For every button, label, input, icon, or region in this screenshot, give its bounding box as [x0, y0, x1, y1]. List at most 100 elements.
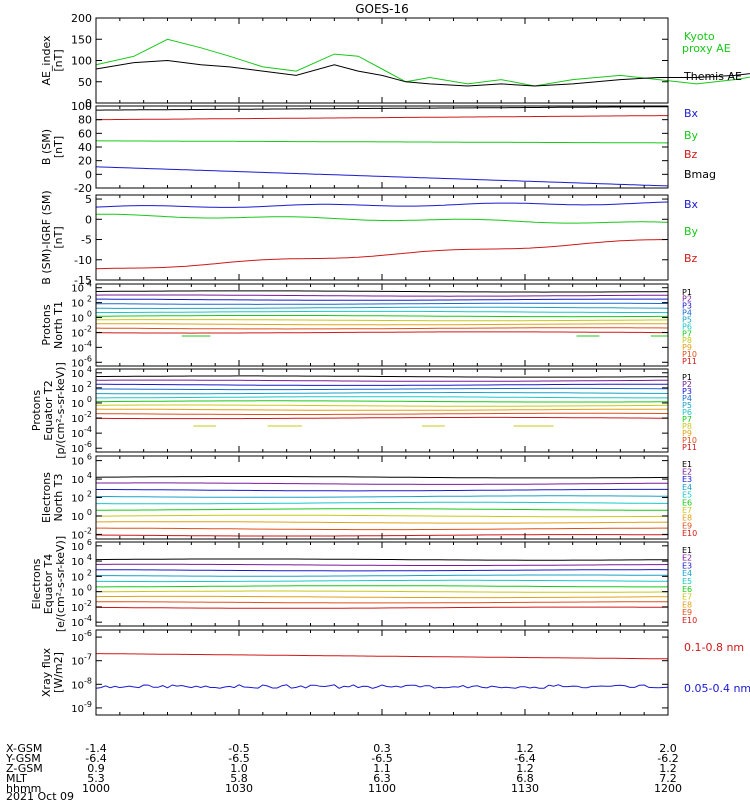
series-line [96, 653, 668, 660]
legend-item: P8 [682, 422, 692, 431]
series-line [96, 501, 668, 505]
series-line [96, 579, 669, 583]
footer-value: 1030 [225, 782, 253, 795]
footer-value: 1.2 [516, 762, 534, 775]
series-line [96, 569, 669, 572]
legend-item: Bx [684, 198, 699, 211]
panel-3: 5 0 -5 -10 -15 Bx By Bz B (SM)-IGRF (SM) [nT] [40, 190, 699, 287]
legend-item: E3 [682, 475, 692, 484]
series-line [96, 302, 668, 305]
footer-value: 1.2 [516, 742, 534, 755]
panel-frame [95, 629, 669, 716]
legend-item: P2 [682, 295, 692, 304]
series-line [95, 319, 669, 322]
y-tick-exponent: -2 [84, 324, 92, 333]
legend-item: P4 [682, 309, 692, 318]
legend-item: P8 [682, 336, 692, 345]
chart-title: GOES-16 [355, 2, 409, 16]
y-tick-exponent: 2 [87, 380, 92, 389]
y-tick-label: 10 [71, 657, 84, 668]
y-axis-label: B (SM)-IGRF (SM) [40, 190, 53, 284]
y-tick-exponent: -2 [84, 526, 92, 535]
y-tick-label: 10 [71, 588, 84, 599]
legend-item: E7 [682, 506, 692, 515]
y-tick-label: 0 [85, 213, 92, 226]
series-line [95, 140, 668, 144]
legend-item: E5 [682, 491, 692, 500]
legend-item: Bz [684, 252, 698, 265]
legend-item: E5 [682, 577, 692, 586]
series-line [95, 606, 669, 609]
series-line [96, 213, 669, 224]
y-tick-label: 10 [71, 314, 84, 325]
footer-row-label: 2021 Oct 09 [6, 790, 74, 800]
footer-value: 1130 [511, 782, 539, 795]
series-line [95, 514, 669, 518]
y-tick-exponent: 0 [87, 310, 92, 319]
y-tick-label: -20 [74, 182, 92, 195]
legend-item: P1 [682, 373, 692, 382]
y-tick-exponent: -2 [84, 410, 92, 419]
legend-item: P7 [682, 415, 692, 424]
legend-item: E10 [682, 529, 697, 538]
y-tick-exponent: -6 [84, 440, 92, 449]
legend-item: E6 [682, 585, 692, 594]
y-tick-label: 10 [71, 530, 84, 541]
footer-row-label: Y-GSM [5, 752, 41, 765]
y-axis-label: [p/(cm²-s-sr-keV)] [54, 362, 67, 459]
legend-item: P5 [682, 315, 692, 324]
series-line [95, 239, 669, 270]
y-axis-label: B (SM) [40, 129, 53, 165]
series-line [95, 574, 668, 577]
legend-item: E9 [682, 608, 692, 617]
legend-item: 0.1-0.8 nm [684, 641, 744, 654]
y-tick-exponent: -4 [84, 614, 92, 623]
legend-item: proxy AE [682, 42, 731, 55]
panel-frame [95, 194, 669, 281]
y-tick-label: 10 [71, 299, 84, 310]
panel-frame [95, 105, 669, 189]
footer-value: 1.2 [659, 762, 677, 775]
y-tick-label: 60 [78, 127, 92, 140]
series-line [96, 508, 668, 511]
y-tick-label: 10 [71, 542, 84, 553]
y-tick-exponent: -6 [84, 629, 92, 638]
y-tick-label: -10 [74, 254, 92, 267]
footer-row-label: hhmm [6, 782, 41, 795]
legend-item: P1 [682, 288, 692, 297]
y-tick-label: 10 [71, 358, 84, 369]
series-line [96, 375, 669, 378]
y-tick-exponent: 2 [87, 295, 92, 304]
y-tick-exponent: 4 [87, 471, 92, 480]
legend-item: E6 [682, 498, 692, 507]
y-tick-exponent: 6 [87, 453, 92, 462]
series-line [95, 412, 668, 415]
y-tick-label: 20 [78, 155, 92, 168]
series-line [96, 379, 668, 382]
y-tick-label: 10 [71, 414, 84, 425]
legend-item: E8 [682, 514, 692, 523]
series-line [95, 201, 669, 208]
footer-value: -6.2 [657, 752, 678, 765]
y-tick-exponent: -4 [84, 339, 92, 348]
y-axis-label: Electrons [30, 558, 43, 609]
y-tick-label: 10 [71, 384, 84, 395]
legend-item: P4 [682, 394, 692, 403]
series-line [95, 294, 668, 297]
legend-item: Bmag [684, 168, 716, 181]
y-tick-label: 0 [85, 168, 92, 181]
y-axis-label: Electrons [40, 472, 53, 523]
series-line [96, 298, 668, 301]
y-tick-label: 10 [71, 603, 84, 614]
y-tick-label: 80 [78, 114, 92, 127]
footer-value: -0.5 [228, 742, 249, 755]
y-tick-label: 10 [71, 633, 84, 644]
legend-item: E1 [682, 546, 692, 555]
footer-value: -6.5 [228, 752, 249, 765]
legend-item: P3 [682, 387, 692, 396]
y-tick-label: 10 [71, 284, 84, 295]
y-tick-label: -15 [74, 274, 92, 287]
y-tick-label: 40 [78, 141, 92, 154]
